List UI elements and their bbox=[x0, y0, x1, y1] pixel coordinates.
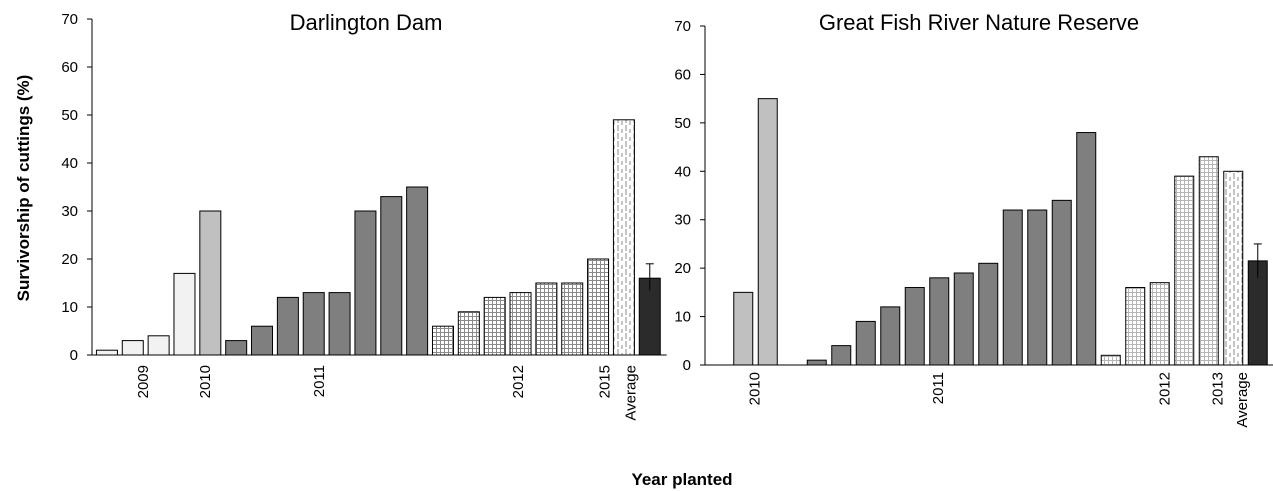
bar bbox=[1149, 282, 1170, 366]
bar bbox=[302, 292, 325, 356]
bar bbox=[831, 345, 852, 366]
bar bbox=[457, 311, 480, 356]
bar bbox=[561, 282, 584, 356]
group-label: 2015 bbox=[597, 365, 614, 398]
group-label: 2009 bbox=[135, 365, 152, 398]
y-tick-label: 70 bbox=[674, 18, 691, 35]
bar bbox=[1223, 170, 1244, 366]
y-axis-title: Survivorship of cuttings (%) bbox=[14, 75, 33, 302]
bar bbox=[953, 272, 974, 366]
group-label: 2011 bbox=[311, 365, 328, 397]
bar bbox=[509, 292, 532, 356]
chart-title: Darlington Dam bbox=[290, 10, 443, 35]
y-tick-label: 0 bbox=[70, 347, 78, 364]
y-tick-label: 40 bbox=[674, 163, 691, 180]
y-tick-label: 60 bbox=[61, 59, 78, 76]
bar bbox=[380, 196, 403, 356]
bar bbox=[1125, 287, 1146, 366]
group-label: 2010 bbox=[197, 365, 214, 398]
bar bbox=[806, 359, 827, 366]
bar bbox=[483, 296, 506, 356]
bar bbox=[95, 349, 118, 356]
y-tick-label: 0 bbox=[683, 357, 691, 374]
y-tick-label: 10 bbox=[674, 309, 691, 326]
bar bbox=[733, 291, 754, 366]
group-label: Average bbox=[622, 365, 639, 421]
group-label: 2012 bbox=[510, 365, 527, 398]
bar bbox=[535, 282, 558, 356]
chart-title: Great Fish River Nature Reserve bbox=[819, 10, 1139, 35]
y-tick-label: 10 bbox=[61, 299, 78, 316]
bar bbox=[904, 287, 925, 366]
bar bbox=[612, 119, 635, 356]
bar bbox=[1100, 354, 1121, 366]
bar bbox=[276, 296, 299, 356]
y-tick-label: 30 bbox=[674, 212, 691, 229]
bar bbox=[354, 210, 377, 356]
bar bbox=[199, 210, 222, 356]
group-label: 2013 bbox=[1209, 372, 1226, 405]
group-label: Average bbox=[1234, 372, 1251, 428]
bar bbox=[1198, 156, 1219, 366]
group-label: 2010 bbox=[746, 372, 763, 405]
bar bbox=[328, 292, 351, 356]
y-tick-label: 70 bbox=[61, 11, 78, 28]
bar bbox=[978, 262, 999, 366]
bar bbox=[1027, 209, 1048, 366]
y-tick-label: 50 bbox=[61, 107, 78, 124]
bar bbox=[173, 272, 196, 356]
bar bbox=[147, 335, 170, 356]
chart-darlington-dam: Darlington Dam 0 10 20 30 40 50 60 70 2009 2010 201… bbox=[61, 10, 667, 421]
bar bbox=[251, 325, 274, 356]
bar bbox=[225, 340, 248, 356]
y-tick-label: 40 bbox=[61, 155, 78, 172]
x-axis-title: Year planted bbox=[631, 470, 732, 489]
y-tick-label: 20 bbox=[61, 251, 78, 268]
bar bbox=[757, 98, 778, 366]
bar bbox=[1051, 199, 1072, 366]
bar bbox=[855, 320, 876, 366]
y-tick-label: 20 bbox=[674, 260, 691, 277]
y-tick-label: 60 bbox=[674, 66, 691, 83]
bar bbox=[587, 258, 610, 356]
bar bbox=[121, 340, 144, 356]
bar bbox=[406, 186, 429, 356]
bar bbox=[880, 306, 901, 366]
bar bbox=[1002, 209, 1023, 366]
group-label: 2012 bbox=[1157, 372, 1174, 405]
y-tick-label: 50 bbox=[674, 115, 691, 132]
bar bbox=[431, 325, 454, 356]
y-tick-label: 30 bbox=[61, 203, 78, 220]
group-label: 2011 bbox=[930, 372, 947, 404]
bar bbox=[929, 277, 950, 366]
bar bbox=[1076, 132, 1097, 366]
chart-great-fish-river: Great Fish River Nature Reserve 0 10 20 30 40… bbox=[674, 10, 1273, 428]
bar bbox=[1174, 175, 1195, 366]
